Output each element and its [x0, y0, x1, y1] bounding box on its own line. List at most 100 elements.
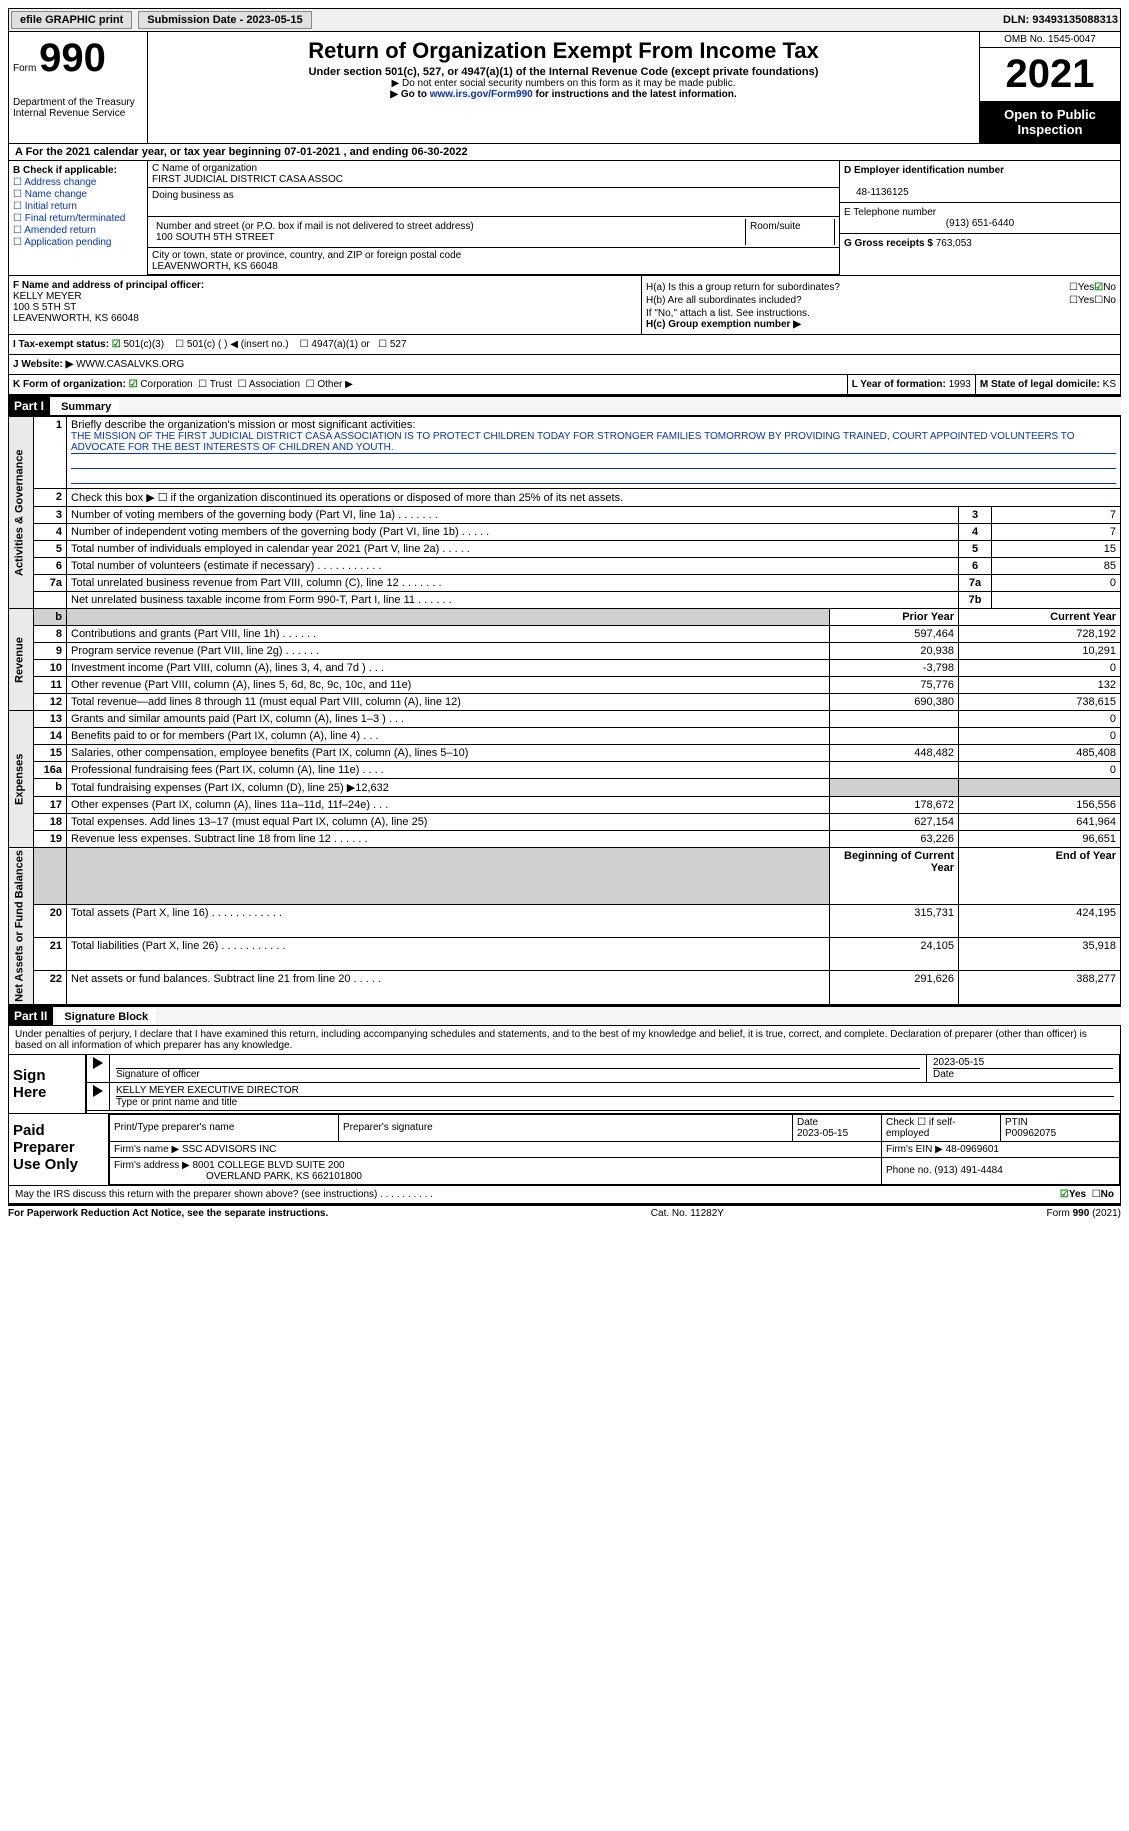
summary-table: Activities & Governance 1 Briefly descri… [8, 416, 1121, 1005]
check-association[interactable]: Association [249, 379, 300, 390]
website-value: WWW.CASALVKS.ORG [76, 359, 184, 370]
form-note2: ▶ Go to www.irs.gov/Form990 for instruct… [158, 89, 969, 100]
cat-number: Cat. No. 11282Y [651, 1208, 724, 1219]
check-final-return[interactable]: ☐ Final return/terminated [13, 213, 143, 224]
officer-city: LEAVENWORTH, KS 66048 [13, 313, 139, 324]
line20-cur: 424,195 [959, 904, 1121, 937]
header-right: OMB No. 1545-0047 2021 Open to Public In… [979, 32, 1120, 143]
line9-desc: Program service revenue (Part VIII, line… [67, 643, 830, 660]
check-other[interactable]: Other ▶ [317, 379, 352, 390]
type-name-label: Type or print name and title [116, 1096, 1114, 1108]
check-initial-return[interactable]: ☐ Initial return [13, 201, 143, 212]
form-org-label: K Form of organization: [13, 379, 126, 390]
ha-yes[interactable]: ☐Yes [1069, 282, 1094, 293]
firm-name-value: SSC ADVISORS INC [182, 1144, 276, 1155]
check-amended-return[interactable]: ☐ Amended return [13, 225, 143, 236]
line4-value: 7 [992, 524, 1121, 541]
section-j: J Website: ▶ WWW.CASALVKS.ORG [9, 354, 1120, 374]
line22-prior: 291,626 [830, 971, 959, 1004]
check-501c3[interactable]: ☑ [112, 339, 121, 350]
street-value: 100 SOUTH 5TH STREET [156, 232, 274, 243]
street-label: Number and street (or P.O. box if mail i… [156, 221, 474, 232]
room-suite-label: Room/suite [746, 219, 835, 245]
dln-label: DLN: 93493135088313 [1003, 14, 1118, 26]
check-501c[interactable]: 501(c) ( ) ◀ (insert no.) [187, 339, 289, 350]
prep-sig-label: Preparer's signature [338, 1114, 792, 1141]
line3-desc: Number of voting members of the governin… [67, 507, 959, 524]
line2-text: Check this box ▶ ☐ if the organization d… [67, 489, 1121, 507]
tax-exempt-label: I Tax-exempt status: [13, 339, 109, 350]
line5-desc: Total number of individuals employed in … [67, 541, 959, 558]
signature-block: Sign Here Signature of officer 2023-05-1… [8, 1055, 1121, 1186]
year-formation: L Year of formation: 1993 [847, 375, 975, 394]
sig-date-label: Date [933, 1068, 1113, 1080]
line18-prior: 627,154 [830, 814, 959, 831]
hc-label: H(c) Group exemption number ▶ [646, 319, 1116, 330]
form-note1: ▶ Do not enter social security numbers o… [158, 78, 969, 89]
line16a-desc: Professional fundraising fees (Part IX, … [67, 762, 830, 779]
part1-title: Summary [53, 399, 119, 415]
gross-value: 763,053 [936, 238, 972, 249]
ha-no-checked[interactable]: ☑ [1094, 282, 1103, 293]
section-bcde: B Check if applicable: ☐ Address change … [9, 161, 1120, 275]
omb-number: OMB No. 1545-0047 [980, 32, 1120, 48]
website-label: J Website: ▶ [13, 359, 73, 370]
line21-cur: 35,918 [959, 938, 1121, 971]
line19-cur: 96,651 [959, 831, 1121, 848]
col-b-title: B Check if applicable: [13, 165, 117, 176]
sig-officer-label: Signature of officer [116, 1068, 920, 1080]
discuss-yes-checked[interactable]: ☑ [1060, 1189, 1069, 1200]
check-4947[interactable]: 4947(a)(1) or [311, 339, 369, 350]
line14-desc: Benefits paid to or for members (Part IX… [67, 728, 830, 745]
row-a-tax-year: A For the 2021 calendar year, or tax yea… [9, 144, 1120, 161]
paid-preparer-label: Paid Preparer Use Only [9, 1114, 109, 1185]
line15-prior: 448,482 [830, 745, 959, 762]
check-527[interactable]: 527 [390, 339, 407, 350]
firm-ein-value: 48-0969601 [946, 1144, 999, 1155]
sig-date-value: 2023-05-15 [933, 1057, 984, 1068]
section-klm: K Form of organization: ☑ Corporation ☐ … [9, 374, 1120, 394]
line4-desc: Number of independent voting members of … [67, 524, 959, 541]
org-name: FIRST JUDICIAL DISTRICT CASA ASSOC [152, 174, 343, 185]
form-title: Return of Organization Exempt From Incom… [158, 38, 969, 64]
line11-prior: 75,776 [830, 677, 959, 694]
begin-year-header: Beginning of Current Year [830, 848, 959, 905]
check-trust[interactable]: Trust [210, 379, 232, 390]
section-h: H(a) Is this a group return for subordin… [642, 276, 1120, 334]
department-label: Department of the Treasury [13, 97, 143, 108]
mission-text: THE MISSION OF THE FIRST JUDICIAL DISTRI… [71, 431, 1116, 454]
firm-phone-label: Phone no. [886, 1165, 934, 1176]
discuss-no[interactable]: ☐ [1092, 1189, 1101, 1200]
line10-cur: 0 [959, 660, 1121, 677]
line9-prior: 20,938 [830, 643, 959, 660]
line18-cur: 641,964 [959, 814, 1121, 831]
section-fgh: F Name and address of principal officer:… [9, 275, 1120, 334]
line17-desc: Other expenses (Part IX, column (A), lin… [67, 797, 830, 814]
hb-note: If "No," attach a list. See instructions… [646, 308, 1116, 319]
check-address-change[interactable]: ☐ Address change [13, 177, 143, 188]
part2-label: Part II [8, 1007, 53, 1025]
hb-no[interactable]: ☐No [1094, 295, 1116, 306]
firm-addr1: 8001 COLLEGE BLVD SUITE 200 [193, 1160, 345, 1171]
check-self-employed[interactable]: Check ☐ if self-employed [882, 1114, 1001, 1141]
line20-desc: Total assets (Part X, line 16) . . . . .… [67, 904, 830, 937]
section-i: I Tax-exempt status: ☑ 501(c)(3) ☐ 501(c… [9, 334, 1120, 354]
discuss-row: May the IRS discuss this return with the… [8, 1186, 1121, 1204]
pointer-icon [93, 1085, 103, 1097]
check-name-change[interactable]: ☐ Name change [13, 189, 143, 200]
irs-link[interactable]: www.irs.gov/Form990 [430, 89, 533, 100]
check-corporation[interactable]: ☑ [129, 379, 138, 390]
line7a-desc: Total unrelated business revenue from Pa… [67, 575, 959, 592]
end-year-header: End of Year [959, 848, 1121, 905]
hb-yes[interactable]: ☐Yes [1069, 295, 1094, 306]
firm-ein-label: Firm's EIN ▶ [886, 1144, 943, 1155]
line9-cur: 10,291 [959, 643, 1121, 660]
check-application-pending[interactable]: ☐ Application pending [13, 237, 143, 248]
inspection-label: Open to Public Inspection [980, 101, 1120, 143]
column-c: C Name of organization FIRST JUDICIAL DI… [148, 161, 839, 275]
line16b-desc: Total fundraising expenses (Part IX, col… [67, 779, 830, 797]
line6-value: 85 [992, 558, 1121, 575]
current-year-header: Current Year [959, 609, 1121, 626]
line22-desc: Net assets or fund balances. Subtract li… [67, 971, 830, 1004]
line8-cur: 728,192 [959, 626, 1121, 643]
